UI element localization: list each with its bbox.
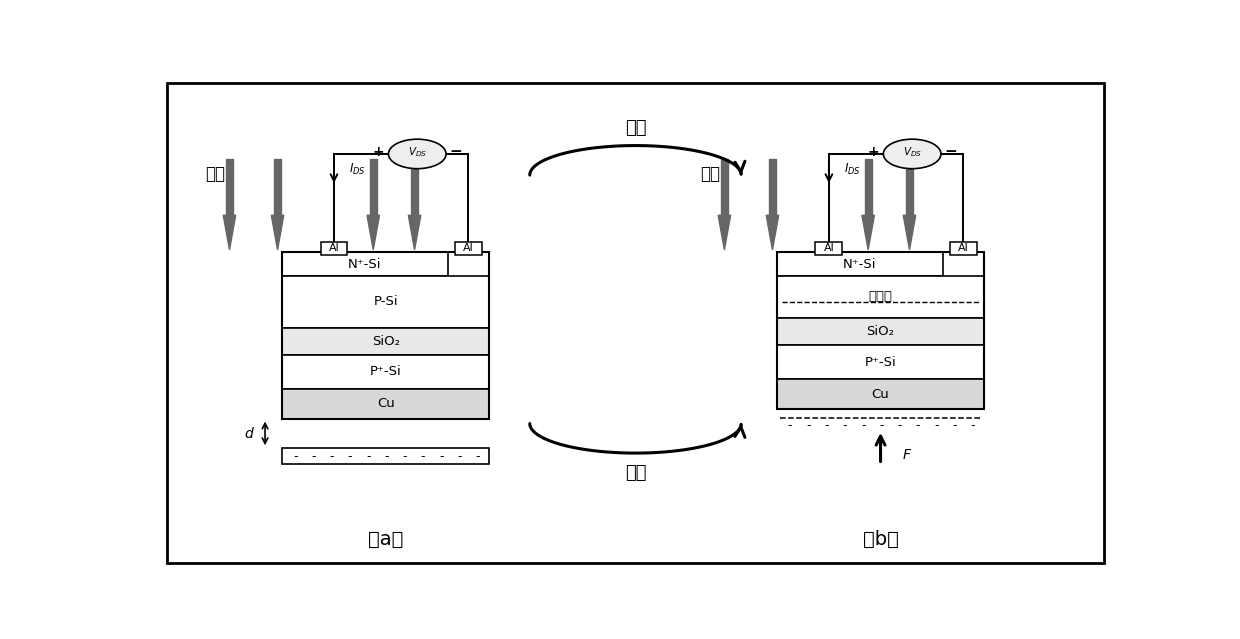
Circle shape xyxy=(883,139,941,169)
Text: $I_{DS}$: $I_{DS}$ xyxy=(350,162,366,178)
Text: -: - xyxy=(347,449,352,463)
Text: -: - xyxy=(420,449,425,463)
Bar xyxy=(283,252,489,419)
Text: -: - xyxy=(916,419,920,431)
Polygon shape xyxy=(903,215,915,250)
Text: -: - xyxy=(787,419,792,431)
Text: $d$: $d$ xyxy=(244,426,255,441)
Text: +: + xyxy=(373,145,384,159)
Bar xyxy=(777,345,983,380)
Text: Al: Al xyxy=(329,243,340,254)
Text: P-Si: P-Si xyxy=(373,295,398,308)
Bar xyxy=(777,276,983,318)
Text: +: + xyxy=(868,145,879,159)
Text: Cu: Cu xyxy=(377,397,394,410)
Text: -: - xyxy=(806,419,811,431)
Polygon shape xyxy=(367,215,379,250)
Text: P⁺-Si: P⁺-Si xyxy=(370,366,402,378)
Polygon shape xyxy=(718,215,730,250)
Text: -: - xyxy=(476,449,480,463)
Bar xyxy=(906,159,913,215)
Text: Cu: Cu xyxy=(872,387,889,401)
Text: -: - xyxy=(458,449,463,463)
Bar xyxy=(283,448,489,464)
Text: -: - xyxy=(825,419,828,431)
Bar xyxy=(777,380,983,409)
Text: -: - xyxy=(879,419,884,431)
Polygon shape xyxy=(766,215,779,250)
Text: 接触: 接触 xyxy=(625,119,646,137)
Text: -: - xyxy=(403,449,407,463)
Text: -: - xyxy=(843,419,847,431)
Polygon shape xyxy=(862,215,874,250)
Text: 光照: 光照 xyxy=(699,165,720,183)
Bar xyxy=(370,159,377,215)
Text: -: - xyxy=(861,419,866,431)
Text: -: - xyxy=(898,419,901,431)
Bar xyxy=(777,252,983,409)
Text: $V_{DS}$: $V_{DS}$ xyxy=(903,146,921,159)
Text: 光照: 光照 xyxy=(205,165,226,183)
Bar xyxy=(816,242,842,255)
Text: −: − xyxy=(944,144,957,160)
Text: 分离: 分离 xyxy=(625,464,646,482)
Polygon shape xyxy=(272,215,284,250)
Text: （a）: （a） xyxy=(368,530,403,549)
Text: -: - xyxy=(384,449,389,463)
Text: -: - xyxy=(366,449,371,463)
Bar xyxy=(864,159,872,215)
Bar xyxy=(283,389,489,419)
Bar xyxy=(777,318,983,345)
Text: -: - xyxy=(311,449,316,463)
Text: 增强层: 增强层 xyxy=(868,290,893,304)
Bar xyxy=(283,276,489,328)
Text: -: - xyxy=(293,449,298,463)
Polygon shape xyxy=(408,215,420,250)
Text: $F$: $F$ xyxy=(901,447,911,461)
Polygon shape xyxy=(223,215,236,250)
Text: Al: Al xyxy=(823,243,835,254)
Bar xyxy=(226,159,233,215)
Text: SiO₂: SiO₂ xyxy=(372,335,399,348)
Bar xyxy=(769,159,776,215)
Text: -: - xyxy=(971,419,975,431)
Text: N⁺-Si: N⁺-Si xyxy=(348,258,382,271)
Circle shape xyxy=(388,139,446,169)
Text: N⁺-Si: N⁺-Si xyxy=(843,258,877,271)
Text: $I_{DS}$: $I_{DS}$ xyxy=(844,162,861,178)
Bar xyxy=(283,252,448,276)
Text: Al: Al xyxy=(957,243,968,254)
Text: SiO₂: SiO₂ xyxy=(867,325,894,338)
Bar xyxy=(412,159,418,215)
Text: -: - xyxy=(952,419,957,431)
Text: -: - xyxy=(330,449,334,463)
Text: Al: Al xyxy=(463,243,474,254)
Bar xyxy=(455,242,481,255)
Text: P⁺-Si: P⁺-Si xyxy=(864,355,897,369)
Bar xyxy=(283,355,489,389)
Bar xyxy=(274,159,281,215)
Text: （b）: （b） xyxy=(863,530,899,549)
Bar xyxy=(320,242,347,255)
Bar xyxy=(720,159,728,215)
Bar xyxy=(777,252,942,276)
Bar xyxy=(950,242,977,255)
Bar xyxy=(283,328,489,355)
Text: −: − xyxy=(449,144,463,160)
Text: $V_{DS}$: $V_{DS}$ xyxy=(408,146,427,159)
Text: -: - xyxy=(934,419,939,431)
Text: -: - xyxy=(439,449,444,463)
